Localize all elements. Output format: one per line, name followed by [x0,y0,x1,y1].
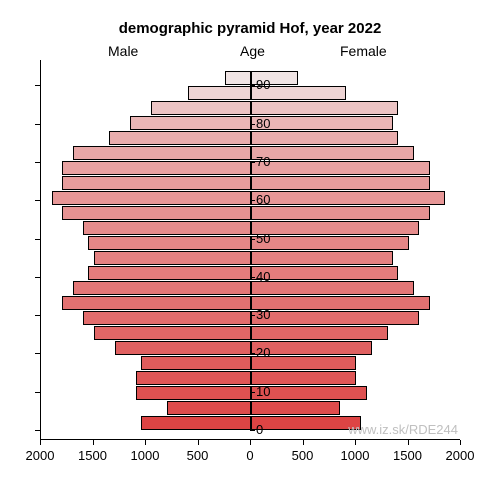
y-tick-mark [250,200,255,201]
y-tick-label: 90 [256,77,270,92]
male-bar [62,206,251,220]
x-tick-label: 1000 [341,448,370,463]
y-tick-label: 10 [256,384,270,399]
female-bar [251,161,430,175]
y-tick-mark [250,277,255,278]
male-bar [141,356,251,370]
male-bar [136,371,252,385]
male-bar [94,251,252,265]
y-tick-label: 80 [256,116,270,131]
male-bar [136,386,252,400]
male-bar [188,86,251,100]
female-bar [251,326,388,340]
male-bar [115,341,252,355]
female-bar [251,281,414,295]
male-bar [225,71,251,85]
female-bar [251,131,398,145]
y-tick-mark [35,315,40,316]
female-bar [251,416,361,430]
y-tick-mark [250,162,255,163]
male-bar [62,296,251,310]
y-tick-mark [35,353,40,354]
x-tick-mark [145,440,146,445]
male-bar [141,416,251,430]
male-bar [88,236,251,250]
male-bar [130,116,251,130]
female-bar [251,296,430,310]
y-tick-mark [35,200,40,201]
x-tick-mark [198,440,199,445]
female-bar [251,221,419,235]
plot-area [40,60,460,440]
male-bar [94,326,252,340]
y-tick-mark [250,315,255,316]
y-tick-label: 30 [256,307,270,322]
male-bar [52,191,252,205]
male-bar [83,311,251,325]
female-bar [251,191,445,205]
x-tick-mark [408,440,409,445]
x-tick-label: 2000 [446,448,475,463]
y-tick-mark [250,239,255,240]
female-bar [251,176,430,190]
y-tick-mark [250,85,255,86]
y-tick-mark [35,85,40,86]
chart-title: demographic pyramid Hof, year 2022 [0,20,500,37]
y-tick-label: 60 [256,192,270,207]
y-tick-mark [250,430,255,431]
watermark: www.iz.sk/RDE244 [348,422,458,437]
age-label: Age [240,43,265,59]
male-label: Male [108,43,138,59]
pyramid-chart: demographic pyramid Hof, year 2022 Male … [0,0,500,500]
y-tick-mark [250,392,255,393]
y-tick-mark [35,430,40,431]
y-tick-label: 0 [256,422,263,437]
male-bar [88,266,251,280]
male-bar [62,161,251,175]
y-tick-mark [35,239,40,240]
female-label: Female [340,43,387,59]
female-bar [251,311,419,325]
male-bar [62,176,251,190]
male-bar [73,146,252,160]
female-bar [251,101,398,115]
x-tick-label: 500 [292,448,314,463]
x-tick-label: 500 [187,448,209,463]
y-tick-mark [35,277,40,278]
y-tick-label: 50 [256,231,270,246]
male-bar [109,131,251,145]
female-bar [251,371,356,385]
x-tick-mark [250,440,251,445]
x-tick-mark [355,440,356,445]
male-bar [167,401,251,415]
y-tick-mark [250,124,255,125]
y-tick-label: 70 [256,154,270,169]
y-tick-mark [35,124,40,125]
female-bar [251,251,393,265]
x-tick-label: 1500 [393,448,422,463]
female-bar [251,146,414,160]
y-tick-label: 40 [256,269,270,284]
y-tick-mark [35,162,40,163]
y-tick-mark [250,353,255,354]
male-bar [83,221,251,235]
y-tick-mark [35,392,40,393]
female-bar [251,266,398,280]
male-bar [73,281,252,295]
female-bar [251,401,340,415]
y-tick-label: 20 [256,345,270,360]
x-tick-label: 0 [246,448,253,463]
male-bar [151,101,251,115]
x-tick-mark [40,440,41,445]
female-bar [251,206,430,220]
female-bar [251,116,393,130]
x-tick-mark [303,440,304,445]
x-tick-label: 1000 [131,448,160,463]
x-tick-label: 2000 [26,448,55,463]
x-tick-mark [460,440,461,445]
x-tick-label: 1500 [78,448,107,463]
female-bar [251,236,409,250]
x-tick-mark [93,440,94,445]
